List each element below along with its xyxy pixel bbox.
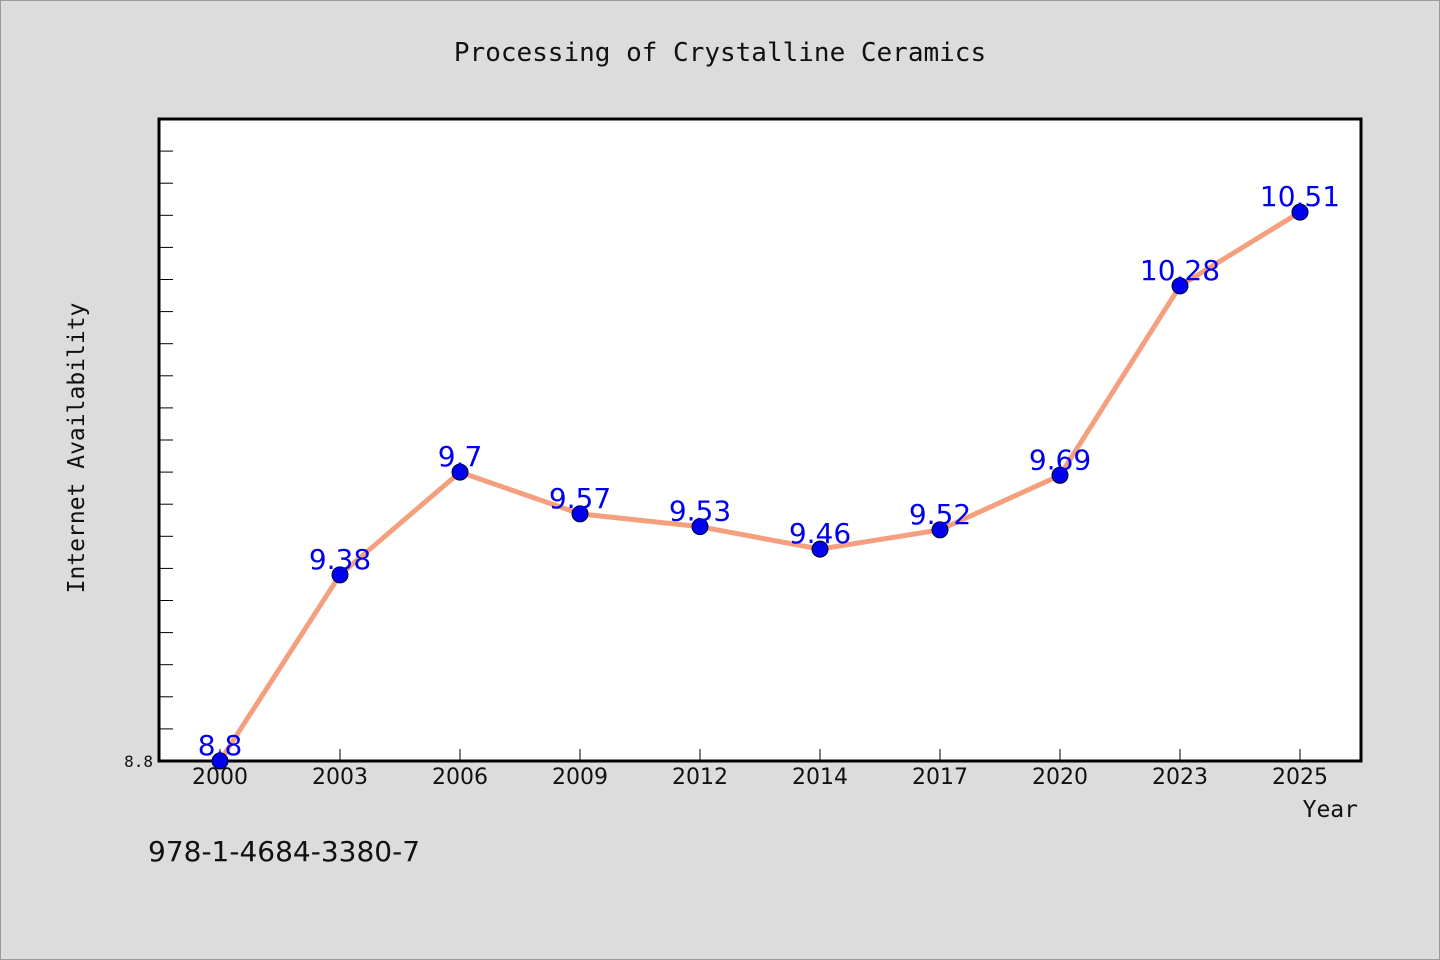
- data-label: 9.53: [669, 495, 731, 528]
- data-label: 9.46: [789, 517, 851, 550]
- x-tick-label: 2012: [672, 765, 728, 790]
- chart-title: Processing of Crystalline Ceramics: [454, 38, 986, 68]
- data-point: [211, 752, 229, 770]
- x-axis-label: Year: [1303, 797, 1358, 823]
- y-axis-ticks: [159, 150, 173, 730]
- plot-area: [157, 117, 1363, 763]
- data-point: [331, 566, 349, 584]
- x-tick-label: 2014: [792, 765, 848, 790]
- data-label: 9.69: [1029, 443, 1091, 476]
- data-point: [931, 521, 949, 539]
- series-points-group: [211, 203, 1309, 770]
- data-point: [1171, 277, 1189, 295]
- data-point: [691, 518, 709, 536]
- x-axis-ticks: [219, 749, 1301, 761]
- x-tick-label: 2023: [1152, 765, 1208, 790]
- x-tick-label: 2003: [312, 765, 368, 790]
- data-label: 9.52: [909, 498, 971, 531]
- series-line: [217, 209, 1303, 764]
- y-tick-label: 8.8: [124, 752, 153, 771]
- y-axis-label: Internet Availability: [64, 303, 90, 594]
- x-tick-label: 2006: [432, 765, 488, 790]
- isbn-text: 978-1-4684-3380-7: [148, 835, 421, 868]
- data-label: 10.51: [1260, 180, 1340, 213]
- series-line-group: [217, 209, 1303, 764]
- data-point: [811, 540, 829, 558]
- data-label: 9.38: [309, 543, 371, 576]
- data-label: 8.8: [198, 729, 243, 762]
- data-label: 9.57: [549, 482, 611, 515]
- x-axis-tick-labels: 2000 2003 2006 2009 2012 2014 2017 2020 2023 2025: [192, 765, 1328, 790]
- data-point: [1291, 203, 1309, 221]
- data-point: [451, 463, 469, 481]
- data-labels-group: 8.8 9.38 9.7 9.57 9.53 9.46 9.52 9.69 10.28 10.51: [198, 180, 1340, 762]
- x-tick-label: 2009: [552, 765, 608, 790]
- x-tick-label: 2020: [1032, 765, 1088, 790]
- data-point: [571, 505, 589, 523]
- x-tick-label: 2025: [1272, 765, 1328, 790]
- x-tick-label: 2017: [912, 765, 968, 790]
- data-label: 10.28: [1140, 254, 1220, 287]
- y-axis-tick-labels: 8.8: [124, 752, 153, 771]
- data-label: 9.7: [438, 440, 483, 473]
- data-point: [1051, 466, 1069, 484]
